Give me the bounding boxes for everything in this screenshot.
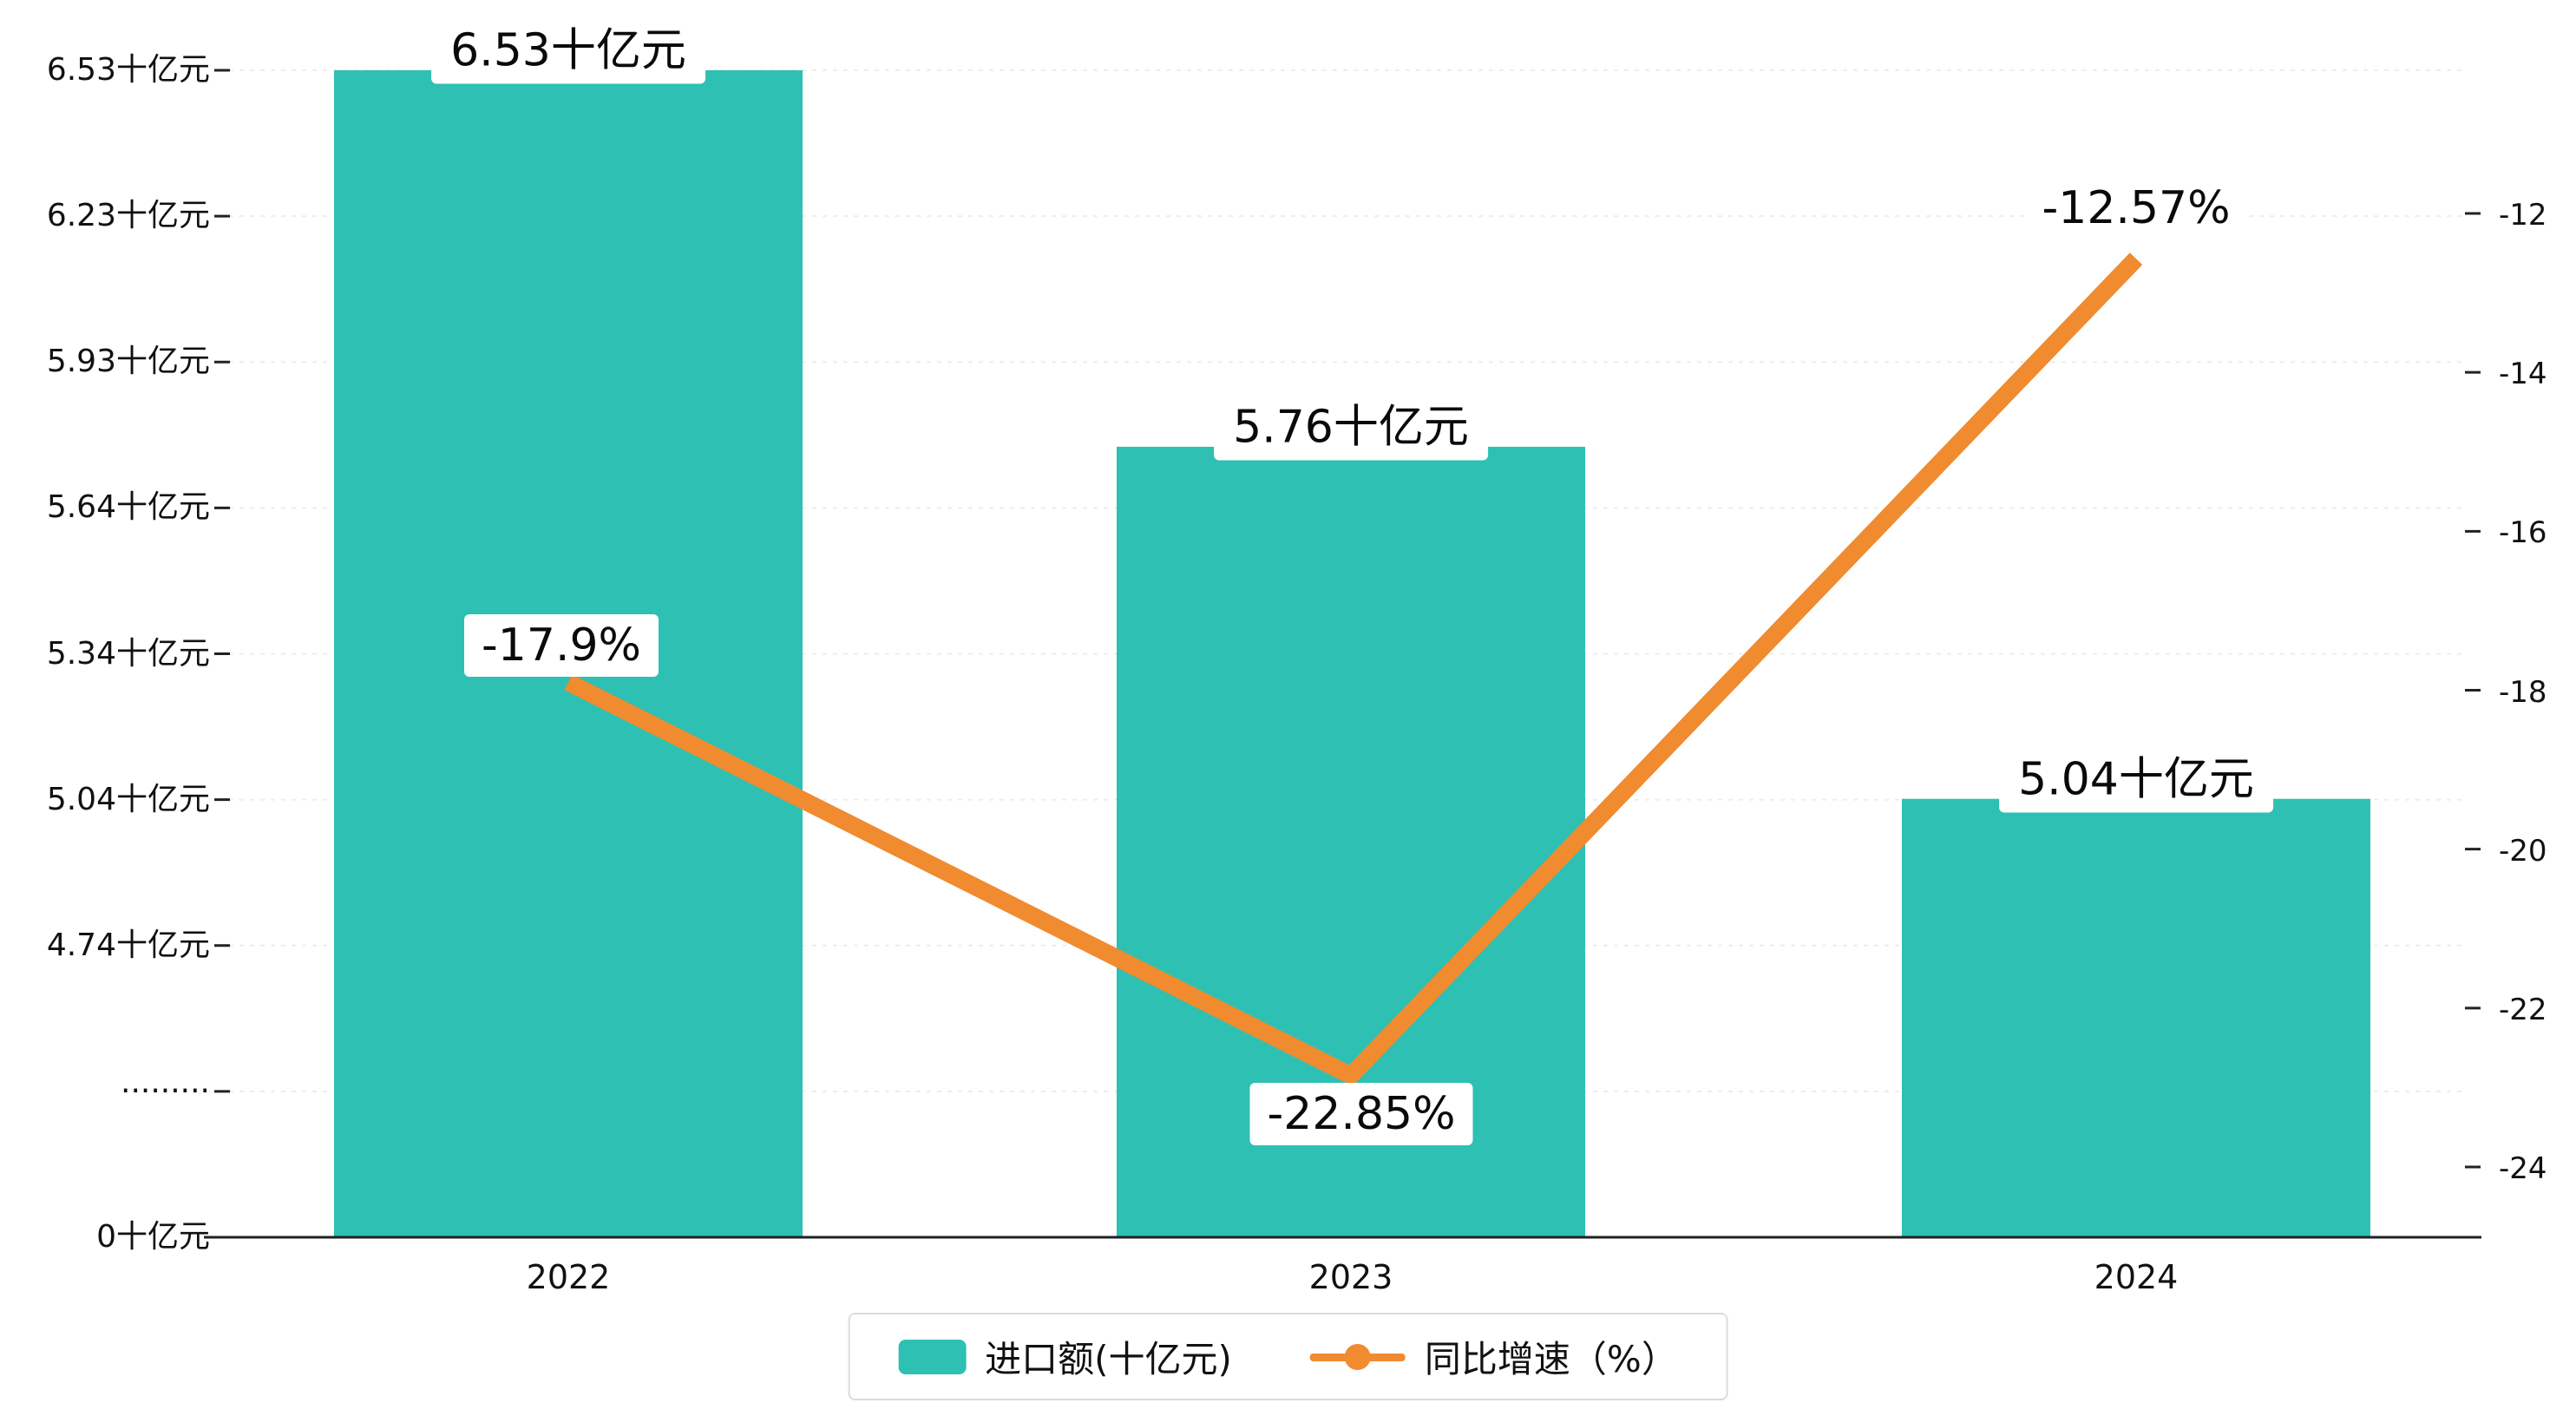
bar-2023[interactable] <box>1117 446 1585 1237</box>
legend-label-import-value: 进口额(十亿元) <box>985 1338 1232 1380</box>
yoy-growth-line[interactable] <box>564 252 2143 1086</box>
line-series-swatch-icon <box>1309 1340 1406 1374</box>
legend-item-yoy-growth[interactable]: 同比增速（%） <box>1309 1330 1678 1383</box>
bar-series-swatch-icon <box>898 1339 967 1374</box>
legend: 进口额(十亿元) 同比增速（%） <box>848 1313 1728 1400</box>
legend-label-yoy-growth: 同比增速（%） <box>1424 1338 1678 1380</box>
bar-2022[interactable] <box>334 70 803 1237</box>
line-swatch-dot <box>1344 1343 1371 1370</box>
legend-item-import-value[interactable]: 进口额(十亿元) <box>898 1330 1232 1383</box>
bar-2024[interactable] <box>1902 798 2370 1237</box>
